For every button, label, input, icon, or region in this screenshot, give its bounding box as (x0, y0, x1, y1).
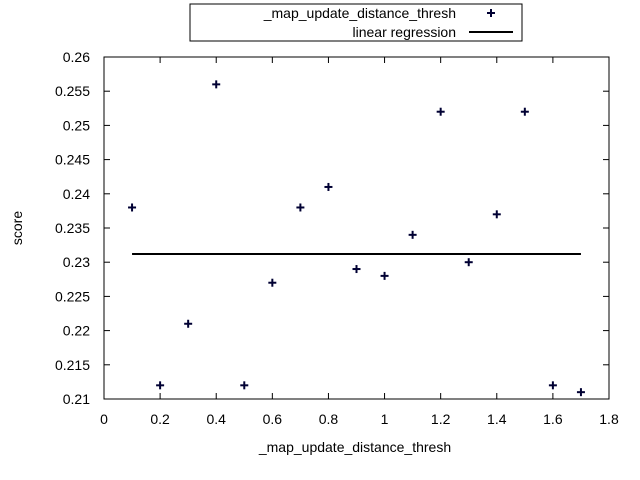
data-point (296, 203, 305, 212)
y-axis-label: score (9, 211, 25, 245)
data-point (548, 381, 557, 390)
x-tick-label: 0.6 (263, 411, 283, 427)
data-point (520, 107, 529, 116)
data-point (184, 319, 193, 328)
data-point (492, 210, 501, 219)
legend: _map_update_distance_thresh linear regre… (189, 3, 523, 42)
x-axis-label: _map_update_distance_thresh (258, 439, 451, 455)
y-axis: 0.21 0.215 0.22 0.225 0.23 0.235 0.24 0.245 0.25… (55, 49, 609, 407)
data-point (576, 388, 585, 397)
x-tick-label: 1.8 (599, 411, 619, 427)
data-point (268, 278, 277, 287)
x-tick-label: 0.4 (206, 411, 226, 427)
data-point (128, 203, 137, 212)
data-point (156, 381, 165, 390)
x-axis: 0 0.2 0.4 0.6 0.8 1 1.2 1.4 1.6 1.8 (100, 57, 619, 427)
x-tick-label: 0 (100, 411, 108, 427)
data-point (408, 230, 417, 239)
x-tick-label: 0.2 (150, 411, 170, 427)
y-tick-label: 0.21 (63, 391, 90, 407)
legend-plus-marker (487, 9, 495, 17)
y-tick-label: 0.235 (55, 220, 90, 236)
y-tick-label: 0.225 (55, 288, 90, 304)
legend-box (189, 3, 523, 42)
x-tick-label: 0.8 (319, 411, 339, 427)
x-tick-label: 1.2 (431, 411, 451, 427)
data-point (380, 271, 389, 280)
legend-label-series-0: _map_update_distance_thresh (263, 5, 456, 21)
y-tick-label: 0.22 (63, 323, 90, 339)
x-tick-label: 1 (381, 411, 389, 427)
y-tick-label: 0.26 (63, 49, 90, 65)
scatter-series (128, 80, 585, 397)
y-tick-label: 0.255 (55, 83, 90, 99)
x-tick-label: 1.4 (487, 411, 507, 427)
data-point (212, 80, 221, 89)
y-tick-label: 0.25 (63, 117, 90, 133)
legend-plus-glyph (487, 9, 495, 17)
y-tick-label: 0.215 (55, 357, 90, 373)
data-point (436, 107, 445, 116)
data-point (464, 258, 473, 267)
x-tick-label: 1.6 (543, 411, 563, 427)
plot-frame (103, 56, 610, 400)
y-tick-label: 0.24 (63, 186, 90, 202)
data-point (352, 265, 361, 274)
legend-label-series-1: linear regression (353, 24, 457, 40)
data-point (240, 381, 249, 390)
data-point (324, 182, 333, 191)
y-tick-label: 0.245 (55, 152, 90, 168)
y-tick-label: 0.23 (63, 254, 90, 270)
